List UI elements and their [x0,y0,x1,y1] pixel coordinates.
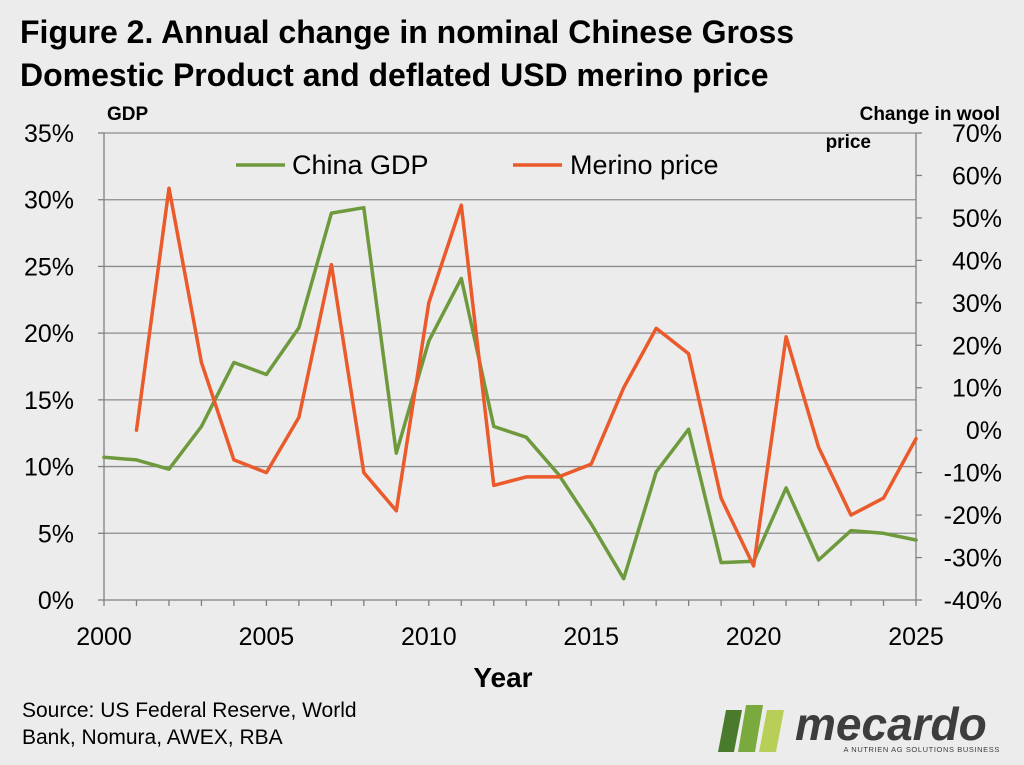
series-lines [102,186,918,581]
right-tick-label: -30% [944,545,1002,573]
logo-tagline: A NUTRIEN AG SOLUTIONS BUSINESS [843,745,1000,754]
gridlines [104,132,916,534]
left-tick-label: 0% [38,587,74,615]
legend: China GDP Merino price [236,150,719,180]
left-tick-label: 10% [24,454,74,482]
right-axis-title-line2: price [826,132,871,153]
axes [103,133,917,601]
right-tick-label: 40% [952,247,1002,275]
merino-price-line [134,186,918,568]
chart-title-line2: Domestic Product and deflated USD merino… [20,57,769,93]
logo-bar-light [759,710,784,752]
china-gdp-line [102,205,918,581]
left-axis-ticks: 0% 5% 10% 15% 20% 25% 30% 35% [24,120,104,615]
logo-bar-dark [718,710,742,752]
x-tick-label: 2015 [563,623,619,651]
legend-label-china-gdp: China GDP [292,150,429,180]
left-tick-label: 20% [24,320,74,348]
x-tick-label: 2010 [401,623,457,651]
right-tick-label: -10% [944,460,1002,488]
source-line1: Source: US Federal Reserve, World [22,699,357,722]
right-tick-label: 0% [966,417,1002,445]
right-tick-label: -40% [944,587,1002,615]
right-tick-label: 50% [952,205,1002,233]
right-axis-ticks: -40% -30% -20% -10% 0% 10% 20% 30% 40% 50% 60% 70% [916,120,1002,615]
right-axis-title-line1: Change in wool [860,104,1000,125]
x-axis-title: Year [473,662,532,693]
logo-wordmark: mecardo [795,698,987,750]
x-tick-label: 2020 [726,623,782,651]
legend-label-merino-price: Merino price [570,150,719,180]
left-axis-title: GDP [107,104,149,125]
mecardo-logo: mecardo A NUTRIEN AG SOLUTIONS BUSINESS [718,698,1000,754]
x-tick-label: 2005 [239,623,295,651]
right-tick-label: 20% [952,332,1002,360]
left-tick-label: 5% [38,520,74,548]
right-tick-label: 30% [952,290,1002,318]
source-line2: Bank, Nomura, AWEX, RBA [22,726,283,749]
x-tick-label: 2025 [888,623,944,651]
right-tick-label: 10% [952,375,1002,403]
x-axis-ticks: 2000 2005 2010 2015 2020 2025 [76,600,944,651]
right-tick-label: -20% [944,502,1002,530]
left-tick-label: 15% [24,387,74,415]
logo-bar-mid [738,705,763,752]
left-tick-label: 25% [24,253,74,281]
left-tick-label: 35% [24,120,74,148]
x-tick-label: 2000 [76,623,132,651]
right-tick-label: 70% [952,120,1002,148]
left-tick-label: 30% [24,187,74,215]
chart-title-line1: Figure 2. Annual change in nominal Chine… [20,14,794,50]
right-tick-label: 60% [952,162,1002,190]
